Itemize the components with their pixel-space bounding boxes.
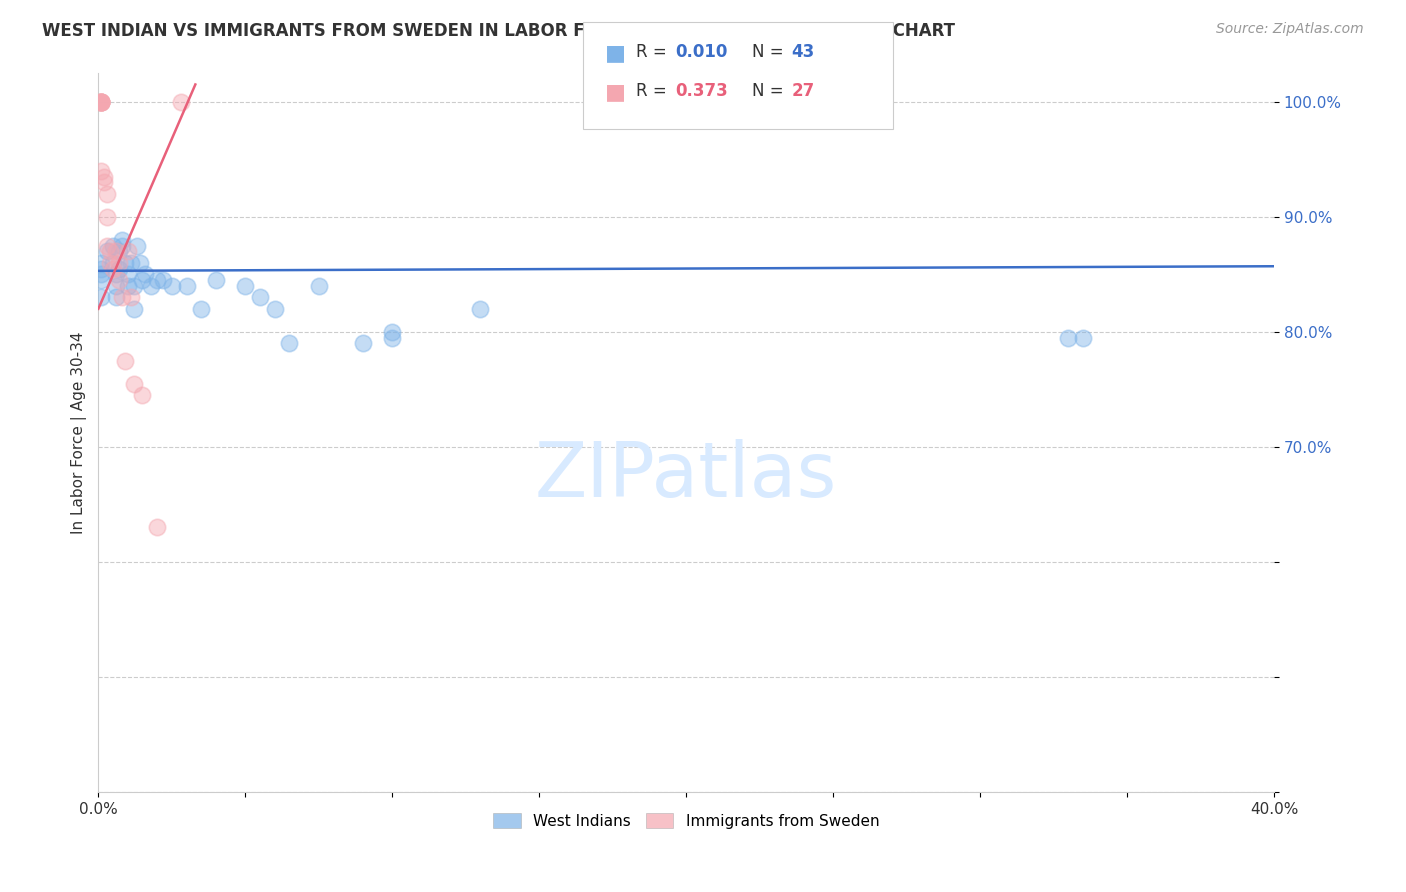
Point	[108, 273, 131, 287]
Point	[114, 353, 136, 368]
Point	[104, 278, 127, 293]
Point	[160, 278, 183, 293]
Point	[108, 261, 131, 276]
Point	[141, 278, 163, 293]
Point	[90, 95, 112, 109]
Point	[169, 95, 191, 109]
Point	[96, 186, 118, 201]
Point	[131, 273, 153, 287]
Point	[90, 273, 112, 287]
Point	[90, 95, 112, 109]
Point	[128, 256, 150, 270]
Point	[90, 256, 112, 270]
Text: 0.010: 0.010	[675, 43, 727, 61]
Point	[90, 268, 112, 282]
Point	[122, 278, 145, 293]
Text: Source: ZipAtlas.com: Source: ZipAtlas.com	[1216, 22, 1364, 37]
Point	[98, 244, 121, 259]
Text: ■: ■	[605, 82, 626, 102]
Point	[131, 388, 153, 402]
Point	[90, 95, 112, 109]
Point	[263, 301, 285, 316]
Text: R =: R =	[636, 43, 672, 61]
Text: R =: R =	[636, 82, 672, 100]
Point	[111, 238, 134, 252]
Point	[176, 278, 198, 293]
Point	[101, 238, 124, 252]
Point	[98, 256, 121, 270]
Point	[352, 336, 374, 351]
Point	[122, 376, 145, 391]
Point	[93, 169, 115, 184]
Point	[90, 95, 112, 109]
Point	[117, 278, 139, 293]
Point	[146, 520, 169, 534]
Point	[111, 233, 134, 247]
Point	[108, 256, 131, 270]
Point	[308, 278, 330, 293]
Point	[108, 244, 131, 259]
Point	[125, 238, 148, 252]
Point	[190, 301, 212, 316]
Point	[278, 336, 301, 351]
Point	[122, 301, 145, 316]
Point	[93, 175, 115, 189]
Point	[90, 261, 112, 276]
Point	[205, 273, 228, 287]
Text: N =: N =	[752, 82, 789, 100]
Point	[117, 244, 139, 259]
Text: 0.373: 0.373	[675, 82, 728, 100]
Point	[90, 290, 112, 304]
Text: 27: 27	[792, 82, 815, 100]
Point	[233, 278, 256, 293]
Point	[101, 256, 124, 270]
Point	[90, 95, 112, 109]
Point	[90, 163, 112, 178]
Point	[1057, 330, 1080, 344]
Point	[101, 261, 124, 276]
Point	[120, 290, 142, 304]
Point	[96, 238, 118, 252]
Point	[381, 325, 404, 339]
Point	[117, 268, 139, 282]
Text: ZIPatlas: ZIPatlas	[536, 439, 838, 513]
Point	[96, 244, 118, 259]
Text: N =: N =	[752, 43, 789, 61]
Point	[152, 273, 174, 287]
Text: WEST INDIAN VS IMMIGRANTS FROM SWEDEN IN LABOR FORCE | AGE 30-34 CORRELATION CHA: WEST INDIAN VS IMMIGRANTS FROM SWEDEN IN…	[42, 22, 955, 40]
Point	[96, 210, 118, 224]
Point	[134, 268, 156, 282]
Point	[470, 301, 492, 316]
Point	[90, 95, 112, 109]
Point	[111, 290, 134, 304]
Text: 43: 43	[792, 43, 815, 61]
Point	[1071, 330, 1094, 344]
Point	[381, 330, 404, 344]
Text: ■: ■	[605, 43, 626, 62]
Point	[120, 256, 142, 270]
Point	[114, 256, 136, 270]
Point	[104, 290, 127, 304]
Point	[146, 273, 169, 287]
Y-axis label: In Labor Force | Age 30-34: In Labor Force | Age 30-34	[72, 331, 87, 533]
Point	[104, 244, 127, 259]
Point	[249, 290, 271, 304]
Legend: West Indians, Immigrants from Sweden: West Indians, Immigrants from Sweden	[486, 806, 886, 835]
Point	[90, 95, 112, 109]
Point	[104, 268, 127, 282]
